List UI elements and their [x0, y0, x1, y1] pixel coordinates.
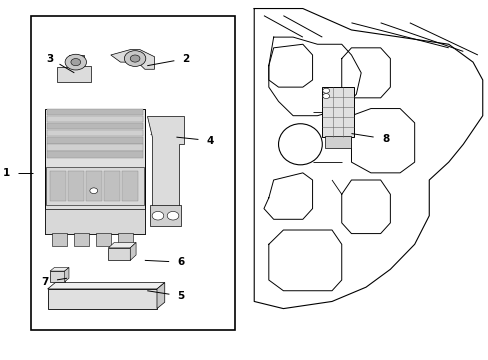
Text: 2: 2 [182, 54, 189, 64]
Circle shape [124, 51, 145, 66]
Bar [30, 16, 234, 330]
Bar [47, 289, 157, 309]
Circle shape [65, 54, 86, 70]
Text: 5: 5 [177, 291, 184, 301]
Circle shape [322, 94, 329, 99]
Bar [45, 109, 144, 234]
Bar [96, 233, 111, 246]
Bar [46, 130, 143, 136]
Circle shape [152, 211, 163, 220]
Polygon shape [57, 55, 91, 82]
Bar [50, 271, 64, 282]
Bar [46, 137, 143, 144]
Polygon shape [64, 267, 69, 282]
Bar [322, 87, 353, 137]
Bar [86, 171, 102, 202]
Polygon shape [157, 283, 164, 309]
Circle shape [322, 88, 329, 93]
Bar [45, 208, 144, 234]
Bar [149, 205, 181, 226]
Polygon shape [50, 267, 69, 271]
Polygon shape [147, 116, 183, 212]
Text: 4: 4 [206, 136, 214, 146]
Bar [104, 171, 119, 202]
Circle shape [71, 59, 81, 66]
Circle shape [90, 188, 98, 194]
Bar [108, 248, 130, 260]
Text: 3: 3 [46, 54, 54, 64]
Bar [324, 136, 351, 148]
Bar [68, 171, 83, 202]
Circle shape [167, 211, 179, 220]
Polygon shape [111, 50, 154, 69]
Bar [46, 144, 143, 151]
Bar [46, 152, 143, 158]
Polygon shape [130, 243, 136, 260]
Text: 1: 1 [2, 168, 10, 178]
Bar [46, 109, 143, 115]
Polygon shape [47, 283, 164, 289]
Text: 7: 7 [41, 277, 49, 287]
Polygon shape [108, 243, 136, 248]
Bar [52, 233, 67, 246]
Circle shape [130, 55, 140, 62]
Bar [46, 123, 143, 129]
Bar [118, 233, 132, 246]
Text: 8: 8 [381, 134, 388, 144]
Bar [122, 171, 137, 202]
Bar [74, 233, 89, 246]
Bar [46, 116, 143, 122]
Bar [50, 171, 65, 202]
Text: 6: 6 [177, 257, 184, 267]
Bar [46, 167, 143, 205]
